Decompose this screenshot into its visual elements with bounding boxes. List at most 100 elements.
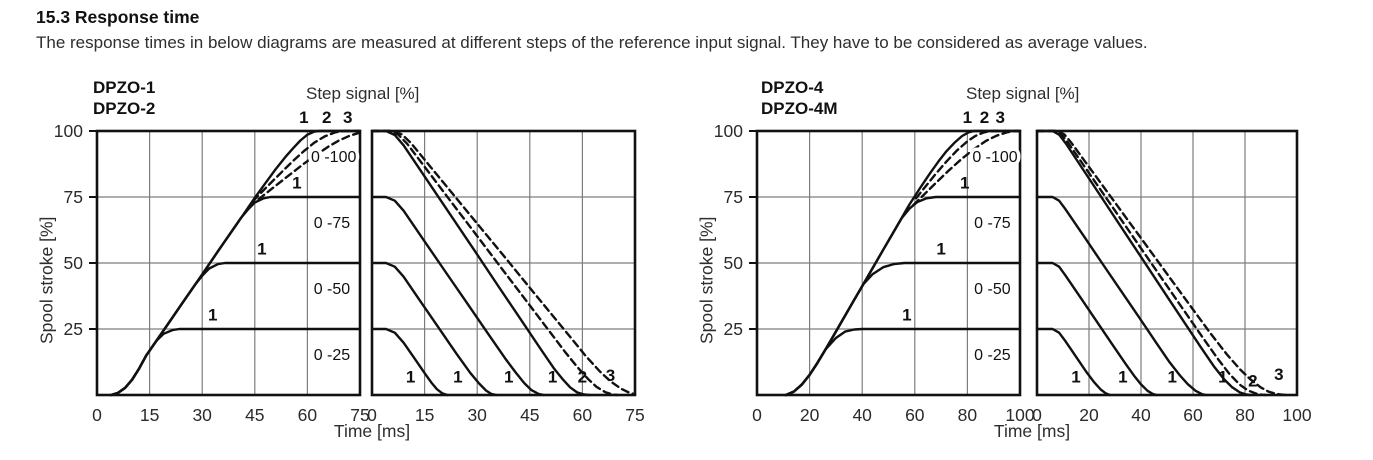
x-axis-label: Time [ms] (333, 421, 411, 441)
curve-label: 2 (1248, 371, 1257, 390)
x-tick-label: 40 (852, 405, 872, 425)
curve-label: 0 -100 (972, 149, 1017, 166)
curve-50--0-1- (1035, 261, 1158, 397)
curve-label: 1 (292, 173, 301, 192)
x-tick-label: 80 (1235, 405, 1255, 425)
curve-label: 1 (548, 368, 557, 387)
step-signal-label: Step signal [%] (306, 84, 420, 103)
model-label-dpzo-2: DPZO-2 (93, 99, 156, 118)
x-tick-label: 60 (298, 405, 318, 425)
section-title: 15.3 Response time (36, 7, 200, 27)
curve-label: 1 (1167, 368, 1176, 387)
model-title-block: DPZO-4 DPZO-4M (761, 77, 838, 119)
curve-label: 0 -25 (314, 347, 351, 364)
x-tick-label: 30 (192, 405, 212, 425)
curve-25--0-1- (1035, 327, 1112, 397)
curve-label: 1 (960, 173, 969, 192)
curve-100--0-2- (370, 129, 619, 397)
curve-label: 1 (902, 305, 911, 324)
curve-label: 1 (936, 239, 945, 258)
model-label-dpzo-4m: DPZO-4M (761, 99, 838, 118)
curve-0--100-3- (248, 131, 362, 208)
x-tick-label: 20 (800, 405, 820, 425)
y-tick-label: 50 (64, 253, 84, 273)
curve-label: 1 (406, 368, 415, 387)
curve-label: 1 (504, 368, 513, 387)
x-axis-label: Time [ms] (993, 421, 1071, 441)
model-title-block: DPZO-1 DPZO-2 (93, 77, 155, 119)
step-number-label: 1 (299, 108, 308, 127)
curve-100--0-2- (1035, 129, 1267, 397)
curve-0--100-3- (912, 129, 1022, 207)
curve-0--100-2- (251, 129, 362, 203)
chart-canvas: 1 1 1 1 2 30 15 30 45 60 75 (367, 129, 645, 425)
x-tick-label: 80 (958, 405, 978, 425)
curve-0--100-1- (109, 129, 362, 397)
y-tick-label: 75 (64, 187, 83, 207)
x-tick-label: 75 (350, 405, 369, 425)
curve-50--0-1- (370, 261, 498, 397)
x-tick-label: 15 (415, 405, 434, 425)
x-tick-label: 45 (245, 405, 264, 425)
curve-label: 0 -100 (311, 149, 356, 166)
x-tick-label: 60 (573, 405, 593, 425)
curve-100--0-3- (1035, 129, 1287, 397)
curve-100--0-1- (370, 129, 591, 397)
step-number-label: 1 (963, 108, 972, 127)
curve-0--100-2- (914, 129, 1022, 200)
x-tick-label: 60 (1183, 405, 1203, 425)
x-tick-label: 0 (92, 405, 102, 425)
curve-25--0-1- (370, 327, 449, 397)
curve-label: 3 (606, 366, 615, 385)
x-tick-label: 45 (520, 405, 539, 425)
curve-label: 0 -25 (974, 347, 1011, 364)
curve-label: 1 (1218, 368, 1227, 387)
curve-0--100-1- (784, 129, 1022, 397)
curve-label: 1 (208, 305, 217, 324)
step-signal-label: Step signal [%] (966, 84, 1080, 103)
step-number-label: 2 (322, 108, 331, 127)
y-tick-label: 25 (724, 319, 743, 339)
x-tick-label: 30 (467, 405, 487, 425)
y-tick-label: 25 (64, 319, 83, 339)
section-subtitle: The response times in below diagrams are… (36, 33, 1148, 52)
model-label-dpzo-1: DPZO-1 (93, 78, 156, 97)
x-tick-label: 0 (1032, 405, 1042, 425)
curve-label: 0 -75 (314, 215, 351, 232)
chart-dpzo12-fall: 1 1 1 1 2 3 0 15 30 45 60 75 (312, 101, 657, 436)
curve-label: 1 (453, 368, 462, 387)
curve-100--0-3- (370, 129, 637, 396)
x-tick-label: 0 (752, 405, 762, 425)
curve-label: 2 (578, 368, 587, 387)
x-tick-label: 40 (1131, 405, 1151, 425)
x-tick-label: 0 (367, 405, 377, 425)
chart-dpzo4-fall: 1 1 1 1 2 3 0 20 40 60 80 100 (977, 101, 1319, 436)
curve-label: 0 -50 (974, 281, 1011, 298)
y-tick-label: 75 (724, 187, 743, 207)
x-tick-label: 60 (905, 405, 925, 425)
curve-75--0-1- (1035, 195, 1208, 397)
curve-label: 0 -50 (314, 281, 351, 298)
step-number-label: 3 (996, 108, 1005, 127)
x-tick-label: 100 (1005, 405, 1034, 425)
curve-label: 0 -75 (974, 215, 1011, 232)
curve-75--0-1- (370, 195, 546, 397)
step-number-label: 3 (343, 108, 352, 127)
x-tick-label: 75 (625, 405, 644, 425)
model-label-dpzo-4: DPZO-4 (761, 78, 824, 97)
curve-label: 1 (1118, 368, 1127, 387)
curve-label: 3 (1274, 365, 1283, 384)
chart-canvas: 1 1 1 1 2 3 0 20 40 60 80 100 (1032, 129, 1312, 425)
y-tick-label: 50 (724, 253, 744, 273)
y-tick-label: 100 (54, 121, 83, 141)
curve-label: 1 (1071, 368, 1080, 387)
x-tick-label: 100 (1282, 405, 1311, 425)
x-tick-label: 20 (1079, 405, 1099, 425)
curve-100--0-1- (1035, 129, 1252, 397)
curve-label: 1 (257, 239, 266, 258)
